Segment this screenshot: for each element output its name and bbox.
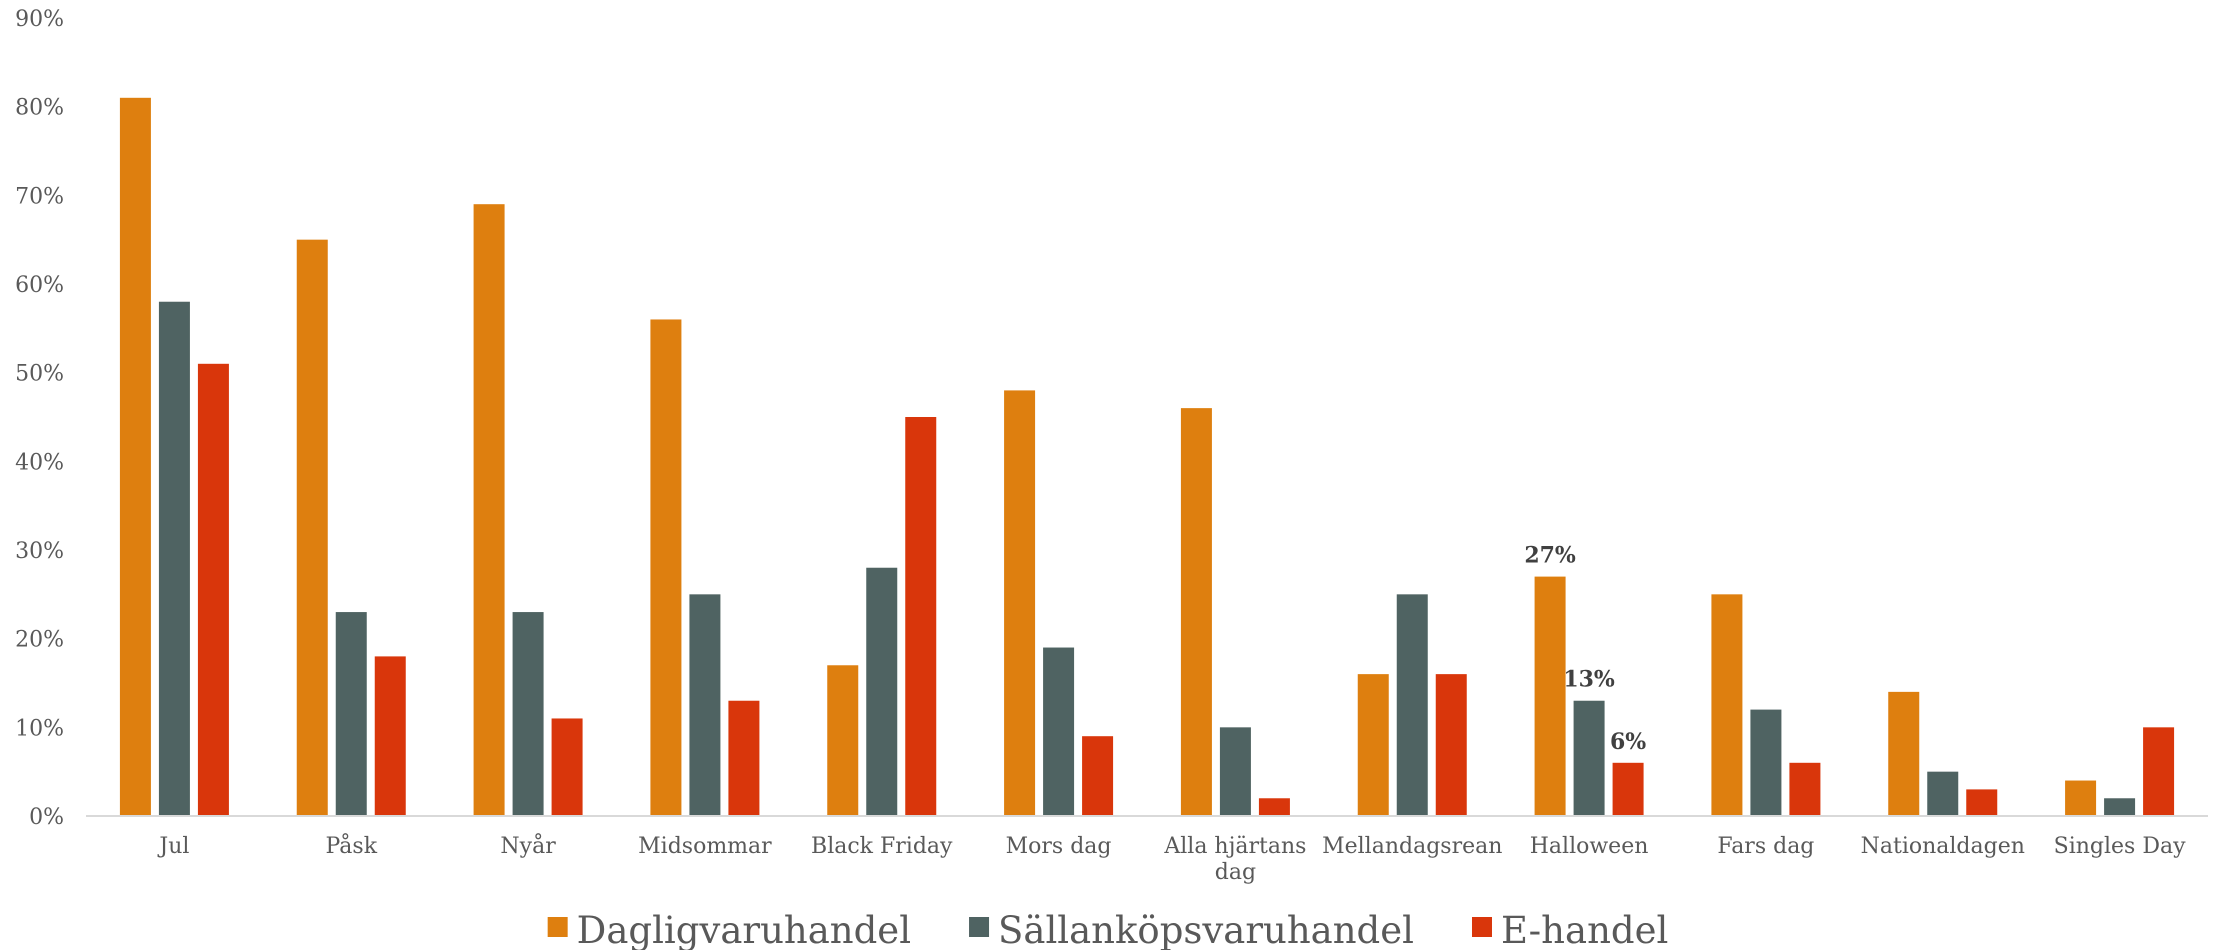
bar-e-handel bbox=[905, 417, 937, 816]
bar-dagligvaruhandel bbox=[1888, 691, 1920, 816]
bar-e-handel bbox=[374, 656, 406, 816]
bar-e-handel bbox=[1789, 762, 1821, 816]
bar-s-llank-psvaruhandel bbox=[689, 594, 721, 816]
x-category-label: Mors dag bbox=[1006, 834, 1112, 859]
x-category-label: Nyår bbox=[500, 832, 556, 859]
bar-e-handel bbox=[1966, 789, 1998, 816]
bar-dagligvaruhandel bbox=[473, 204, 505, 816]
bar-dagligvaruhandel bbox=[119, 97, 151, 817]
bar-dagligvaruhandel bbox=[1180, 408, 1212, 816]
y-tick-label: 60% bbox=[15, 273, 64, 298]
legend-label: Dagligvaruhandel bbox=[577, 909, 911, 950]
data-label: 6% bbox=[1610, 729, 1646, 755]
bar-s-llank-psvaruhandel bbox=[1043, 647, 1075, 816]
legend-label: E-handel bbox=[1501, 909, 1668, 950]
bar-dagligvaruhandel bbox=[650, 319, 682, 816]
bar-s-llank-psvaruhandel bbox=[866, 567, 898, 816]
x-axis-labels: Jul Påsk Nyår Midsommar Black Friday Mors dag… bbox=[157, 832, 2186, 885]
bar-s-llank-psvaruhandel bbox=[1396, 594, 1428, 816]
bar-e-handel bbox=[1258, 798, 1290, 816]
x-category-label: Jul bbox=[157, 834, 189, 859]
bar-dagligvaruhandel bbox=[2065, 780, 2097, 816]
bar-e-handel bbox=[728, 700, 760, 816]
bar-e-handel bbox=[1612, 762, 1644, 816]
bar-dagligvaruhandel bbox=[1357, 674, 1389, 816]
x-category-label: Alla hjärtans bbox=[1163, 834, 1306, 859]
legend-swatch bbox=[547, 917, 568, 937]
y-tick-label: 40% bbox=[15, 450, 64, 475]
bar-s-llank-psvaruhandel bbox=[1219, 727, 1251, 816]
bar-dagligvaruhandel bbox=[1534, 576, 1566, 816]
bar-e-handel bbox=[1435, 674, 1467, 816]
bar-e-handel bbox=[2143, 727, 2175, 816]
bar-dagligvaruhandel bbox=[1711, 594, 1743, 816]
y-tick-label: 70% bbox=[15, 184, 64, 209]
y-tick-label: 90% bbox=[15, 7, 64, 32]
x-category-label: dag bbox=[1215, 860, 1256, 885]
x-category-label: Fars dag bbox=[1717, 834, 1814, 859]
bar-e-handel bbox=[1082, 736, 1114, 816]
x-category-label: Midsommar bbox=[638, 834, 772, 859]
bar-s-llank-psvaruhandel bbox=[1927, 771, 1959, 816]
data-labels: 27% 13% 6% bbox=[1524, 543, 1646, 755]
x-category-label: Påsk bbox=[325, 832, 377, 859]
y-tick-label: 30% bbox=[15, 539, 64, 564]
y-axis-ticks: 0% 10% 20% 30% 40% 50% 60% 70% 80% 90% bbox=[15, 7, 64, 830]
x-category-label: Black Friday bbox=[811, 834, 953, 859]
x-category-label: Nationaldagen bbox=[1861, 834, 2025, 859]
bar-dagligvaruhandel bbox=[1004, 390, 1036, 816]
legend-swatch bbox=[1471, 917, 1492, 937]
x-category-label: Halloween bbox=[1530, 834, 1649, 859]
bar-s-llank-psvaruhandel bbox=[1750, 709, 1782, 816]
x-category-label: Mellandagsrean bbox=[1322, 834, 1502, 859]
legend-label: Sällanköpsvaruhandel bbox=[998, 909, 1414, 950]
y-tick-label: 20% bbox=[15, 628, 64, 653]
data-label: 27% bbox=[1524, 543, 1576, 569]
bar-e-handel bbox=[551, 718, 583, 816]
bar-dagligvaruhandel bbox=[827, 665, 859, 816]
bar-s-llank-psvaruhandel bbox=[1573, 700, 1605, 816]
bar-s-llank-psvaruhandel bbox=[512, 612, 544, 816]
legend-swatch bbox=[969, 917, 990, 937]
legend: Dagligvaruhandel Sällanköpsvaruhandel E-ha… bbox=[547, 909, 1668, 950]
bar-s-llank-psvaruhandel bbox=[2104, 798, 2136, 816]
bar-area bbox=[119, 97, 2175, 817]
y-tick-label: 0% bbox=[29, 805, 64, 830]
bar-e-handel bbox=[197, 363, 229, 816]
y-tick-label: 80% bbox=[15, 96, 64, 121]
y-tick-label: 50% bbox=[15, 362, 64, 387]
x-category-label: Singles Day bbox=[2054, 834, 2186, 859]
bar-s-llank-psvaruhandel bbox=[335, 612, 367, 816]
data-label: 13% bbox=[1563, 667, 1615, 693]
bar-s-llank-psvaruhandel bbox=[158, 301, 190, 816]
y-tick-label: 10% bbox=[15, 716, 64, 741]
bar-dagligvaruhandel bbox=[296, 239, 328, 816]
